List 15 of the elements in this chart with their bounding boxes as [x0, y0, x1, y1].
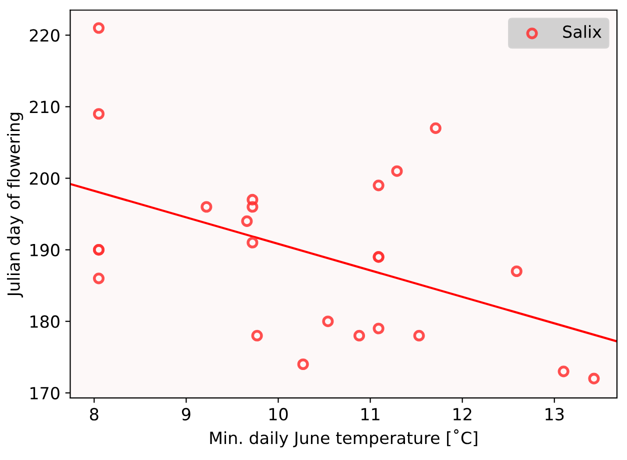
- x-tick-label: 8: [90, 408, 98, 421]
- y-tick-label: 180: [30, 315, 60, 328]
- x-tick-label: 10: [269, 408, 288, 421]
- legend-label: Salix: [563, 25, 602, 38]
- x-tick-label: 9: [182, 408, 190, 421]
- y-axis-title: Julian day of flowering: [7, 112, 24, 298]
- x-axis-title: Min. daily June temperature [˚C]: [210, 429, 478, 448]
- x-tick-label: 12: [454, 408, 472, 420]
- y-tick-label: 170: [30, 386, 60, 400]
- y-tick-label: 210: [30, 100, 60, 114]
- x-tick-label: 11: [362, 408, 380, 420]
- x-tick-label: 13: [546, 408, 564, 421]
- y-tick-label: 200: [30, 172, 60, 185]
- y-tick-label: 190: [30, 244, 60, 256]
- y-tick-label: 220: [30, 29, 60, 42]
